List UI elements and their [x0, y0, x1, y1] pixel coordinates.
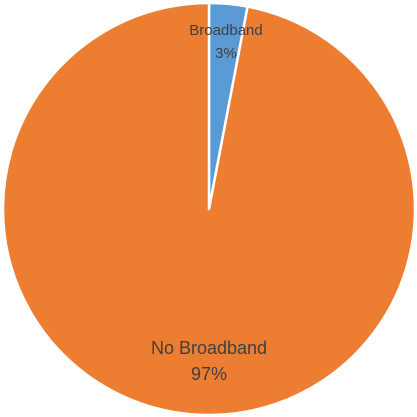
- category-label: Broadband: [189, 22, 263, 39]
- value-label: 97%: [190, 364, 228, 384]
- data-label: No Broadband 97%: [149, 335, 269, 387]
- value-label: 3%: [215, 45, 237, 62]
- data-label: Broadband 3%: [171, 19, 281, 65]
- category-label: No Broadband: [150, 338, 268, 358]
